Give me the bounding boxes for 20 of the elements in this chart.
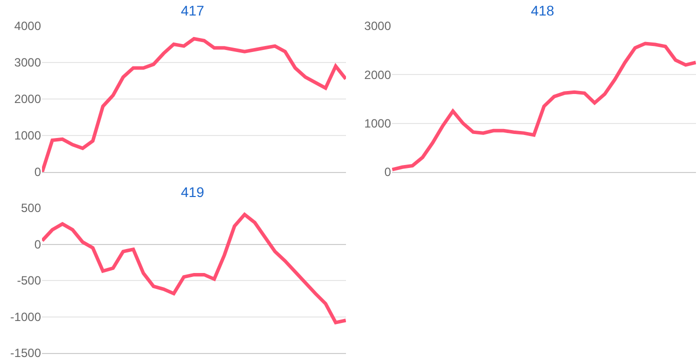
y-tick-label: 3000 xyxy=(364,19,392,34)
chart-title: 417 xyxy=(180,2,204,18)
chart-title: 419 xyxy=(180,184,204,200)
y-tick-label: 0 xyxy=(34,165,42,180)
y-tick-label: 500 xyxy=(20,201,42,216)
y-tick-label: -1500 xyxy=(10,346,42,360)
y-tick-label: -500 xyxy=(16,274,42,288)
line-series xyxy=(392,42,696,172)
y-tick-label: 0 xyxy=(34,237,42,252)
y-tick-label: 1000 xyxy=(364,116,392,131)
line-series xyxy=(42,37,346,172)
y-tick-label: 0 xyxy=(384,165,392,180)
y-tick-label: 2000 xyxy=(364,68,392,82)
line-series xyxy=(42,212,346,324)
y-tick-label: 1000 xyxy=(14,128,42,143)
y-tick-label: 2000 xyxy=(14,92,42,106)
chart-title: 418 xyxy=(530,2,554,18)
y-tick-label: 3000 xyxy=(14,56,42,70)
y-tick-label: -1000 xyxy=(10,310,42,324)
y-tick-label: 4000 xyxy=(14,19,42,34)
